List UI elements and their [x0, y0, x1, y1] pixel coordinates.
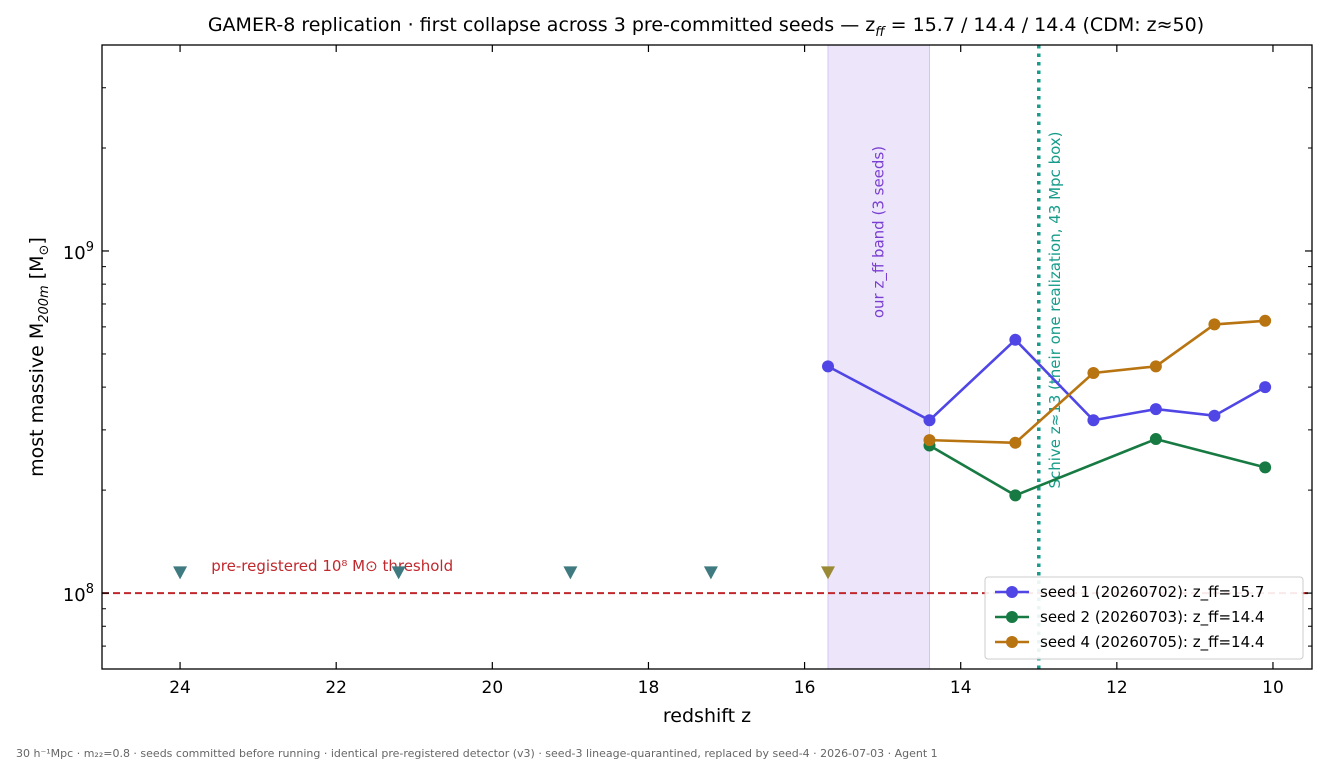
x-tick-label: 12: [1106, 678, 1128, 698]
series-2-point: [1009, 489, 1022, 502]
non-detection-marker: [391, 566, 406, 580]
x-tick-label: 16: [794, 678, 816, 698]
non-detection-marker-band: [821, 566, 835, 580]
series-1-point: [822, 360, 834, 373]
series-1-point: [1087, 414, 1100, 427]
series-line-3: [929, 319, 1266, 445]
legend-entry: seed 4 (20260705): z_ff=14.4: [1040, 633, 1264, 652]
series-3-point: [1087, 366, 1100, 379]
legend-swatch-marker: [1006, 636, 1018, 648]
series-3-point: [1149, 360, 1162, 373]
series-1-point: [1149, 403, 1162, 416]
zff-band: [827, 44, 930, 670]
series-3-point: [1208, 318, 1221, 331]
x-tick-label: 10: [1262, 678, 1284, 698]
legend-swatch-marker: [1006, 611, 1018, 623]
x-tick-label: 24: [169, 678, 191, 698]
series-1-point: [1009, 333, 1022, 346]
x-tick-label: 18: [638, 678, 660, 698]
non-detection-marker: [703, 566, 718, 580]
series-2-point: [1149, 433, 1162, 446]
series-1-point: [923, 414, 936, 427]
legend: [984, 576, 1304, 660]
non-detection-marker: [563, 566, 578, 580]
series-3-point: [923, 434, 936, 447]
band-label: our z_ff band (3 seeds): [870, 146, 889, 318]
series-3-point: [1009, 436, 1022, 449]
x-tick-label: 20: [482, 678, 504, 698]
non-detection-marker: [173, 566, 188, 580]
chart-title: GAMER-8 replication · first collapse acr…: [208, 14, 1204, 40]
x-axis-label: redshift z: [663, 705, 751, 727]
plot-frame: [101, 44, 1313, 670]
series-2-point: [1259, 461, 1272, 474]
footer-note: 30 h⁻¹Mpc · m₂₂=0.8 · seeds committed be…: [16, 747, 938, 760]
legend-entry: seed 2 (20260703): z_ff=14.4: [1040, 608, 1264, 627]
x-tick-label: 14: [950, 678, 972, 698]
y-tick-label: 109: [63, 240, 94, 264]
x-tick-label: 22: [325, 678, 347, 698]
legend-entry: seed 1 (20260702): z_ff=15.7: [1040, 583, 1264, 602]
series-1-point: [1208, 409, 1221, 422]
series-3-point: [1259, 314, 1272, 327]
y-tick-label: 108: [63, 582, 94, 606]
series-1-point: [1259, 381, 1272, 394]
threshold-label: pre-registered 10⁸ M⊙ threshold: [211, 557, 453, 575]
series-line-2: [928, 437, 1266, 497]
reference-line-label: Schive z≈13 (their one realization, 43 M…: [1046, 131, 1064, 488]
legend-swatch-marker: [1006, 586, 1018, 598]
y-axis-label: most massive M200m [M⊙]: [26, 237, 52, 477]
